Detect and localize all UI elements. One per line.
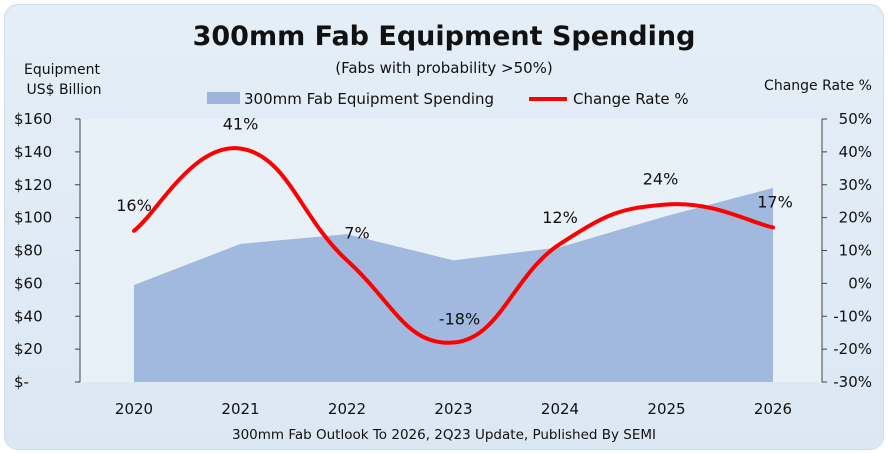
- x-axis-tick-label: 2026: [754, 400, 792, 418]
- left-axis-tick-label: $80: [14, 242, 43, 260]
- x-axis-tick-label: 2025: [647, 400, 685, 418]
- line-series-change-rate: [132, 146, 775, 345]
- left-axis-tick-label: $20: [14, 340, 43, 358]
- left-axis-tick-label: $160: [14, 110, 52, 128]
- chart-subtitle: (Fabs with probability >50%): [335, 59, 553, 77]
- x-axis-tick-label: 2020: [115, 400, 153, 418]
- right-axis-tick-label: 30%: [839, 176, 872, 194]
- right-axis-tick-label: 40%: [839, 143, 872, 161]
- plot-area: $160 $140 $120 $100 $80 $60 $40 $20 $- 50% 40% 30% 2…: [14, 110, 872, 418]
- change-rate-data-label: 7%: [344, 223, 369, 242]
- right-axis-tick-label: 50%: [839, 110, 872, 128]
- x-axis-tick-label: 2022: [328, 400, 366, 418]
- x-axis-tick-label: 2024: [541, 400, 579, 418]
- x-axis-tick-label: 2021: [221, 400, 259, 418]
- left-axis-tick-label: $100: [14, 209, 52, 227]
- left-axis-tick-label: $120: [14, 176, 52, 194]
- area-series-equipment-spending: [134, 188, 773, 382]
- change-rate-data-label: 17%: [757, 192, 793, 211]
- left-axis-tick-label: $140: [14, 143, 52, 161]
- change-rate-data-label: -18%: [439, 310, 480, 329]
- right-axis-tick-label: 0%: [848, 274, 872, 292]
- change-rate-data-label: 16%: [116, 196, 152, 215]
- change-rate-data-label: 24%: [643, 169, 679, 188]
- legend-label-area: 300mm Fab Equipment Spending: [244, 90, 494, 108]
- left-axis-tick-label: $60: [14, 274, 43, 292]
- chart-title: 300mm Fab Equipment Spending: [193, 21, 696, 52]
- legend-swatch-area: [207, 92, 240, 104]
- legend-label-line: Change Rate %: [573, 90, 689, 108]
- right-axis-tick-label: 20%: [839, 209, 872, 227]
- left-axis-label-line-1: Equipment: [24, 62, 101, 78]
- change-rate-data-label: 12%: [542, 208, 578, 227]
- change-rate-data-label: 41%: [223, 115, 259, 134]
- x-axis-tick-label: 2023: [434, 400, 472, 418]
- right-axis-tick-label: -30%: [833, 373, 872, 391]
- left-axis-tick-label: $-: [14, 373, 29, 391]
- source-note: 300mm Fab Outlook To 2026, 2Q23 Update, …: [232, 427, 656, 443]
- left-axis-label-line-2: US$ Billion: [26, 82, 101, 98]
- right-axis-tick-label: -10%: [833, 307, 872, 325]
- right-axis-tick-label: 10%: [839, 242, 872, 260]
- right-axis-tick-label: -20%: [833, 340, 872, 358]
- left-axis-tick-label: $40: [14, 307, 43, 325]
- right-axis-label: Change Rate %: [764, 78, 872, 94]
